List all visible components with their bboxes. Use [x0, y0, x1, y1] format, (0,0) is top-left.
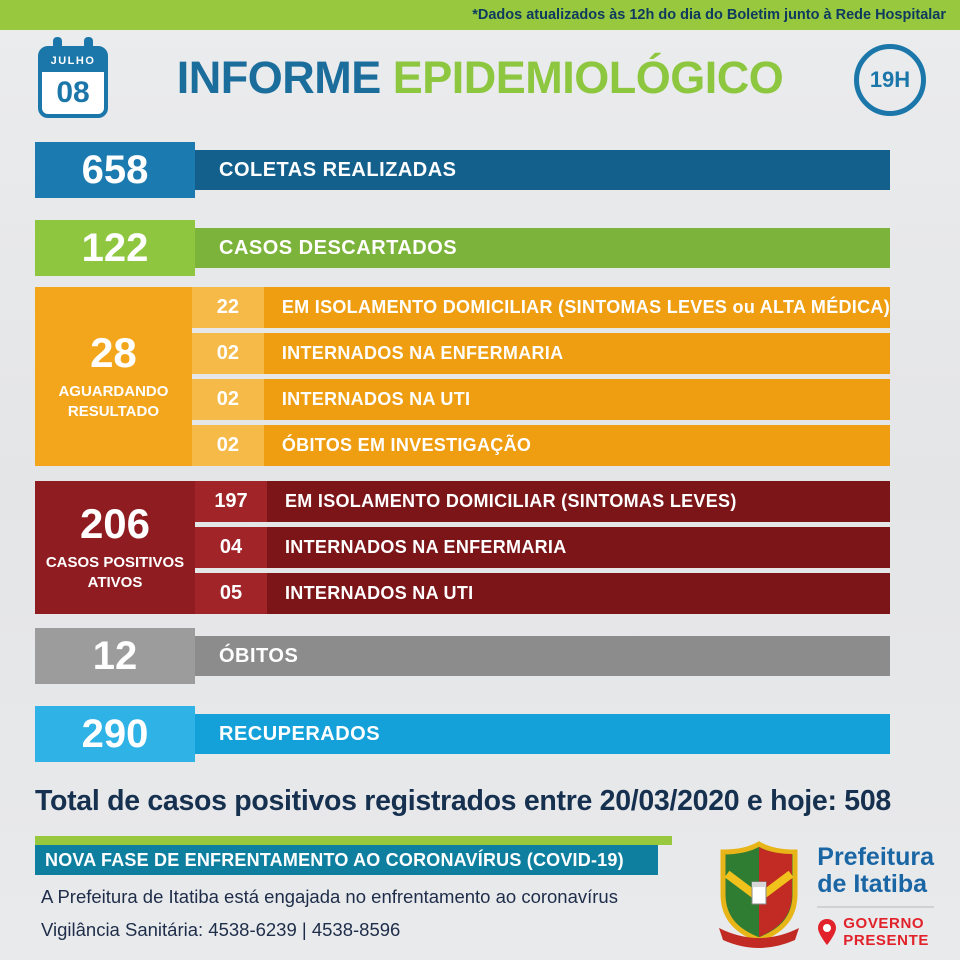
logo-text: Prefeitura de Itatiba GOVERNO PRESENTE: [817, 840, 934, 950]
stat-label: CASOS POSITIVOS ATIVOS: [45, 554, 185, 591]
calendar-ring-icon: [84, 37, 93, 51]
group-rows: 197 EM ISOLAMENTO DOMICILIAR (SINTOMAS L…: [195, 481, 890, 614]
stat-label: COLETAS REALIZADAS: [195, 150, 890, 190]
group-rows: 22 EM ISOLAMENTO DOMICILIAR (SINTOMAS LE…: [191, 287, 890, 466]
sub-label: EM ISOLAMENTO DOMICILIAR (SINTOMAS LEVES…: [263, 287, 890, 328]
sub-row: 02 INTERNADOS NA ENFERMARIA: [191, 333, 890, 374]
sub-row: 22 EM ISOLAMENTO DOMICILIAR (SINTOMAS LE…: [191, 287, 890, 328]
coat-of-arms-icon: [713, 840, 805, 948]
total-cases-line: Total de casos positivos registrados ent…: [35, 785, 891, 817]
badge-words: GOVERNO PRESENTE: [843, 915, 929, 950]
calendar-day: 08: [56, 76, 90, 109]
sub-row: 02 INTERNADOS NA UTI: [191, 379, 890, 420]
stat-row-descartados: 122 CASOS DESCARTADOS: [35, 220, 890, 276]
badge-word-governo: GOVERNO: [843, 915, 925, 932]
stat-label: RECUPERADOS: [195, 714, 890, 754]
title-word-informe: INFORME: [176, 52, 382, 103]
stat-value: 28: [90, 329, 137, 376]
sub-label: INTERNADOS NA UTI: [263, 379, 890, 420]
sub-label: INTERNADOS NA ENFERMARIA: [263, 333, 890, 374]
stat-row-coletas: 658 COLETAS REALIZADAS: [35, 142, 890, 198]
city-name-line1: Prefeitura: [817, 843, 934, 871]
sub-value: 05: [195, 573, 267, 614]
clock-badge-icon: 19H: [854, 44, 926, 116]
footer-line-1: A Prefeitura de Itatiba está engajada no…: [41, 886, 618, 907]
sub-value: 02: [191, 333, 264, 374]
stat-value: 206: [79, 500, 151, 547]
governo-presente-badge: GOVERNO PRESENTE: [817, 906, 934, 950]
sub-value: 02: [191, 379, 264, 420]
stat-label: ÓBITOS: [195, 636, 890, 676]
group-summary: 206 CASOS POSITIVOS ATIVOS: [35, 481, 195, 614]
footer-green-strip: [35, 836, 672, 845]
calendar-icon: JULHO 08: [38, 37, 108, 118]
stat-value: 658: [35, 142, 195, 198]
sub-row: 197 EM ISOLAMENTO DOMICILIAR (SINTOMAS L…: [195, 481, 890, 522]
stat-value: 290: [35, 706, 195, 762]
group-summary: 28 AGUARDANDO RESULTADO: [35, 287, 192, 466]
sub-row: 05 INTERNADOS NA UTI: [195, 573, 890, 614]
group-aguardando-resultado: 28 AGUARDANDO RESULTADO 22 EM ISOLAMENTO…: [35, 287, 890, 466]
sub-value: 197: [195, 481, 267, 522]
top-note-bar: *Dados atualizados às 12h do dia do Bole…: [0, 0, 960, 30]
stat-label: AGUARDANDO RESULTADO: [58, 383, 169, 420]
sub-label: INTERNADOS NA UTI: [267, 573, 890, 614]
group-casos-positivos: 206 CASOS POSITIVOS ATIVOS 197 EM ISOLAM…: [35, 481, 890, 614]
stat-label: CASOS DESCARTADOS: [195, 228, 890, 268]
city-logo: Prefeitura de Itatiba GOVERNO PRESENTE: [713, 840, 934, 950]
badge-word-presente: PRESENTE: [843, 932, 929, 950]
location-pin-icon: [818, 919, 837, 946]
sub-label: ÓBITOS EM INVESTIGAÇÃO: [263, 425, 890, 466]
stat-row-recuperados: 290 RECUPERADOS: [35, 706, 890, 762]
sub-value: 22: [191, 287, 264, 328]
city-name-line2: de Itatiba: [817, 870, 928, 898]
footer-info: NOVA FASE DE ENFRENTAMENTO AO CORONAVÍRU…: [35, 836, 680, 941]
sub-value: 02: [191, 425, 264, 466]
update-note: *Dados atualizados às 12h do dia do Bole…: [472, 7, 946, 23]
sub-row: 02 ÓBITOS EM INVESTIGAÇÃO: [191, 425, 890, 466]
stat-row-obitos: 12 ÓBITOS: [35, 628, 890, 684]
sub-label: INTERNADOS NA ENFERMARIA: [267, 527, 890, 568]
footer-banner-title: NOVA FASE DE ENFRENTAMENTO AO CORONAVÍRU…: [35, 845, 658, 875]
sub-value: 04: [195, 527, 267, 568]
sub-row: 04 INTERNADOS NA ENFERMARIA: [195, 527, 890, 568]
title-word-epidemiologico: EPIDEMIOLÓGICO: [392, 52, 784, 103]
stat-value: 12: [35, 628, 195, 684]
footer-line-2: Vigilância Sanitária: 4538-6239 | 4538-8…: [41, 919, 401, 940]
calendar-ring-icon: [53, 37, 62, 51]
time-badge: 19H: [869, 67, 911, 92]
stat-value: 122: [35, 220, 195, 276]
calendar-month: JULHO: [42, 50, 104, 72]
page-title: INFORME EPIDEMIOLÓGICO: [118, 52, 842, 104]
header: JULHO 08 INFORME EPIDEMIOLÓGICO 19H: [0, 30, 960, 138]
sub-label: EM ISOLAMENTO DOMICILIAR (SINTOMAS LEVES…: [267, 481, 890, 522]
